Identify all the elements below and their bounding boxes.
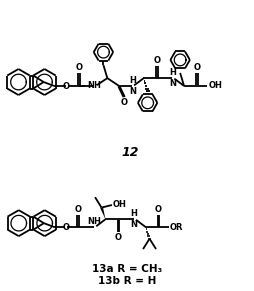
Text: O: O xyxy=(75,63,82,72)
Text: OR: OR xyxy=(170,223,183,232)
Text: O: O xyxy=(194,63,201,72)
Text: NH: NH xyxy=(87,217,101,226)
Text: 13b R = H: 13b R = H xyxy=(98,276,156,286)
Text: OH: OH xyxy=(209,81,222,91)
Polygon shape xyxy=(100,207,105,219)
Text: O: O xyxy=(153,56,160,65)
Text: H: H xyxy=(169,68,176,77)
Text: N: N xyxy=(129,87,136,96)
Text: O: O xyxy=(115,233,122,242)
Text: O: O xyxy=(63,82,70,91)
Text: NH: NH xyxy=(87,81,101,91)
Text: O: O xyxy=(155,205,162,214)
Text: O: O xyxy=(121,98,128,107)
Text: 13a R = CH₃: 13a R = CH₃ xyxy=(92,264,162,274)
Text: H: H xyxy=(129,76,136,85)
Text: O: O xyxy=(62,223,69,232)
Text: OH: OH xyxy=(113,200,127,210)
Text: O: O xyxy=(75,205,82,214)
Text: N: N xyxy=(131,220,137,229)
Text: 12: 12 xyxy=(121,146,139,159)
Text: H: H xyxy=(131,209,137,218)
Text: N: N xyxy=(169,79,176,88)
